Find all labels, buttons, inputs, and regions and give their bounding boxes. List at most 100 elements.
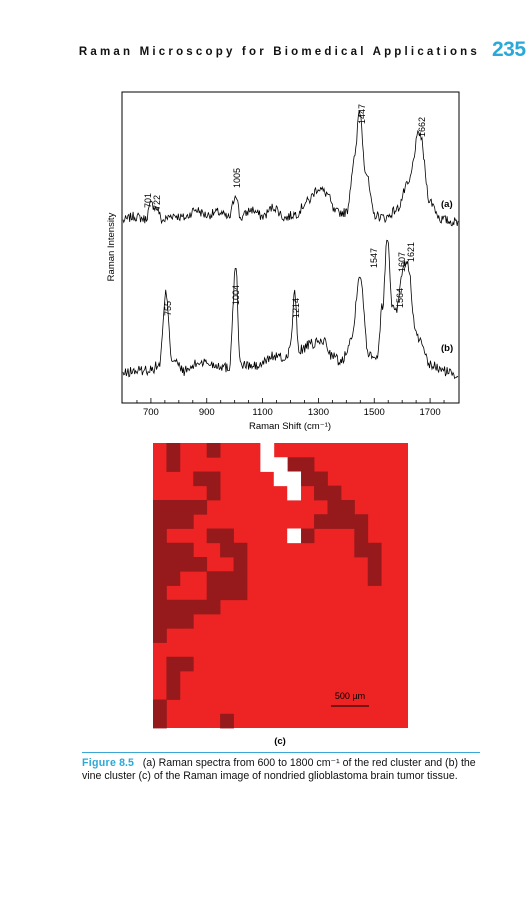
caption-label: Figure <box>82 757 117 769</box>
map-cell-vine-cluster <box>327 485 342 501</box>
map-cell-vine-cluster <box>314 471 328 487</box>
map-cell-vine-cluster <box>206 528 221 544</box>
map-cell-vine-cluster <box>166 443 181 458</box>
map-cell-vine-cluster <box>166 500 181 515</box>
map-cell-vine-cluster <box>206 571 221 586</box>
map-cell-vine-cluster <box>300 471 315 487</box>
map-cell-vine-cluster <box>153 500 167 515</box>
x-axis-tick-labels: 700 900 1100 1300 1500 1700 <box>143 407 441 418</box>
map-cell-vine-cluster <box>153 571 167 586</box>
peak-label-b-1607: 1607 <box>397 252 407 272</box>
figure-8-5: 700 900 1100 1300 1500 1700 Raman Shift (cm⁻¹… <box>106 91 460 747</box>
map-cell-vine-cluster <box>314 485 328 501</box>
map-cell-vine-cluster <box>233 542 248 558</box>
map-background <box>153 443 408 728</box>
map-cell-vine-cluster <box>220 528 234 544</box>
map-cell-vine-cluster <box>166 542 181 558</box>
map-cell-vine-cluster <box>179 557 194 572</box>
panel-b-label: (b) <box>441 343 453 354</box>
map-cell-vine-cluster <box>193 500 208 515</box>
map-cell-vine-cluster <box>166 599 181 615</box>
page-number: 235 <box>492 38 526 61</box>
peak-label-b-1214: 1214 <box>291 298 301 318</box>
map-cell-empty <box>260 443 275 458</box>
map-cell-vine-cluster <box>220 585 234 601</box>
map-cell-vine-cluster <box>220 542 234 558</box>
map-cell-empty <box>287 485 302 501</box>
map-cell-vine-cluster <box>327 514 342 529</box>
x-tick-label: 1300 <box>308 407 329 418</box>
map-cell-vine-cluster <box>166 514 181 529</box>
map-cell-vine-cluster <box>166 614 181 629</box>
peak-label-a-701: 701 <box>143 193 153 208</box>
peak-label-b-1547: 1547 <box>369 248 379 268</box>
raman-image-map <box>153 443 408 729</box>
x-tick-label: 700 <box>143 407 159 418</box>
map-cell-vine-cluster <box>179 599 194 615</box>
x-tick-label: 1500 <box>364 407 385 418</box>
map-cell-vine-cluster <box>153 713 167 729</box>
peak-label-b-1004: 1004 <box>231 285 241 305</box>
map-cell-empty <box>287 471 302 487</box>
x-axis-label: Raman Shift (cm⁻¹) <box>249 421 331 432</box>
y-axis-label: Raman Intensity <box>106 212 117 281</box>
peak-label-a-1662: 1662 <box>417 117 427 137</box>
map-cell-vine-cluster <box>287 457 302 472</box>
map-cell-vine-cluster <box>206 599 221 615</box>
map-cell-vine-cluster <box>233 585 248 601</box>
peak-label-a-1005: 1005 <box>232 168 242 188</box>
map-cell-vine-cluster <box>300 528 315 544</box>
map-cell-vine-cluster <box>206 585 221 601</box>
spectrum-a-line <box>122 110 459 227</box>
map-cell-vine-cluster <box>153 585 167 601</box>
map-cell-vine-cluster <box>340 514 355 529</box>
map-cell-empty <box>273 471 288 487</box>
map-cell-vine-cluster <box>153 557 167 572</box>
map-cell-vine-cluster <box>193 471 208 487</box>
map-cell-vine-cluster <box>153 628 167 643</box>
map-cell-vine-cluster <box>233 557 248 572</box>
map-cell-vine-cluster <box>340 500 355 515</box>
caption-text: (a) Raman spectra from 600 to 1800 cm⁻¹ … <box>82 757 476 782</box>
map-cell-vine-cluster <box>153 528 167 544</box>
map-cell-vine-cluster <box>166 671 181 686</box>
panel-c-label: (c) <box>274 736 286 747</box>
map-cell-vine-cluster <box>354 528 369 544</box>
map-cell-vine-cluster <box>179 542 194 558</box>
peak-label-a-722: 722 <box>152 195 162 210</box>
peak-label-b-1564: 1564 <box>395 288 405 308</box>
map-cell-vine-cluster <box>206 485 221 501</box>
x-tick-label: 1100 <box>252 407 272 418</box>
x-axis-ticks <box>136 398 445 403</box>
map-cell-empty <box>287 528 302 544</box>
map-cell-vine-cluster <box>179 500 194 515</box>
peak-label-b-755: 755 <box>163 301 173 316</box>
running-head: Raman Microscopy for Biomedical Applicat… <box>78 46 480 58</box>
map-cell-vine-cluster <box>220 713 234 729</box>
map-cell-vine-cluster <box>153 542 167 558</box>
map-cell-vine-cluster <box>314 514 328 529</box>
map-cell-vine-cluster <box>153 699 167 715</box>
map-cell-vine-cluster <box>179 614 194 629</box>
map-cell-vine-cluster <box>206 471 221 487</box>
map-cell-vine-cluster <box>354 542 369 558</box>
map-cell-vine-cluster <box>220 571 234 586</box>
map-cell-vine-cluster <box>300 457 315 472</box>
peak-label-b-1621: 1621 <box>406 242 416 262</box>
map-cell-vine-cluster <box>153 599 167 615</box>
map-cell-vine-cluster <box>327 500 342 515</box>
x-tick-label: 1700 <box>420 407 441 418</box>
caption-rule <box>82 752 480 753</box>
map-cell-vine-cluster <box>193 557 208 572</box>
map-cell-vine-cluster <box>166 685 181 700</box>
map-cell-vine-cluster <box>179 656 194 672</box>
map-cell-vine-cluster <box>179 514 194 529</box>
map-cell-vine-cluster <box>233 571 248 586</box>
map-cell-vine-cluster <box>166 557 181 572</box>
map-cell-vine-cluster <box>153 514 167 529</box>
scale-bar-label: 500 µm <box>335 691 365 701</box>
map-cell-vine-cluster <box>153 614 167 629</box>
caption-number: 8.5 <box>119 757 134 769</box>
x-tick-label: 900 <box>199 407 215 418</box>
